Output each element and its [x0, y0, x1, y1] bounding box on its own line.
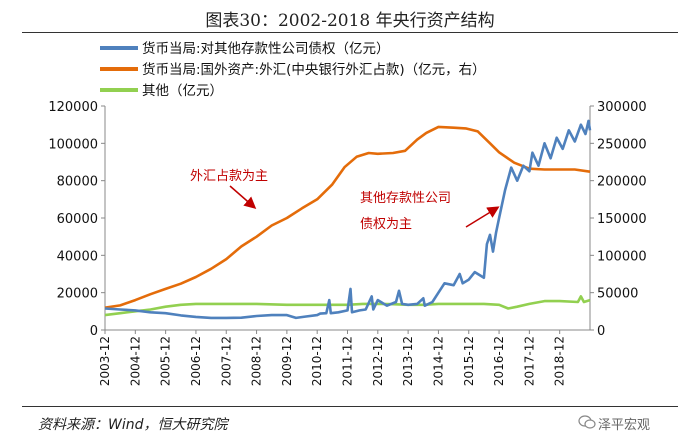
annotation-claims-line1: 其他存款性公司: [360, 191, 451, 206]
x-tick-label: 2014-12: [431, 336, 445, 386]
right-tick-label: 150000: [597, 212, 647, 227]
legend: 货币当局:对其他存款性公司债权（亿元） 货币当局:国外资产:外汇(中央银行外汇占…: [100, 40, 486, 99]
left-tick-label: 120000: [48, 100, 98, 115]
title-rule: [22, 32, 678, 33]
x-tick-label: 2016-12: [492, 336, 506, 386]
x-tick-label: 2003-12: [98, 336, 112, 386]
x-tick-label: 2013-12: [401, 336, 415, 386]
x-tick-label: 2004-12: [128, 336, 142, 386]
footer-rule: [22, 406, 678, 407]
wechat-icon: [578, 415, 596, 429]
left-tick-label: 40000: [57, 249, 98, 264]
x-tick-label: 2005-12: [159, 336, 173, 386]
chart-title: 图表30：2002-2018 年央行资产结构: [205, 11, 495, 31]
x-tick-label: 2017-12: [522, 336, 536, 386]
series-line-1: [104, 125, 591, 309]
x-tick-label: 2012-12: [371, 336, 385, 386]
legend-label-other-deposit-claims: 货币当局:对其他存款性公司债权（亿元）: [142, 40, 390, 57]
x-tick-label: 2011-12: [341, 336, 355, 386]
x-tick-label: 2018-12: [553, 336, 567, 386]
left-axis-ticks: 0 20000 40000 60000 80000 100000 120000: [48, 100, 105, 339]
annotation-fx: 外汇占款为主: [190, 169, 268, 184]
x-tick-label: 2006-12: [189, 336, 203, 386]
brand-label: 泽平宏观: [598, 418, 651, 433]
legend-label-other: 其他（亿元）: [142, 83, 223, 99]
legend-label-fx-reserves: 货币当局:国外资产:外汇(中央银行外汇占款)（亿元，右）: [142, 61, 486, 78]
x-tick-label: 2008-12: [250, 336, 264, 386]
series-line-0: [104, 119, 592, 320]
x-axis-ticks: 2003-12 2004-12 2005-12 2006-12 2007-12 2008-…: [98, 330, 567, 386]
left-tick-label: 0: [90, 324, 98, 339]
x-tick-label: 2007-12: [219, 336, 233, 386]
series-layer: [104, 119, 592, 320]
right-tick-label: 250000: [597, 137, 647, 152]
right-tick-label: 50000: [597, 287, 638, 302]
left-tick-label: 60000: [57, 212, 98, 227]
annotation-fx-arrow: [229, 185, 257, 209]
right-tick-label: 300000: [597, 100, 647, 115]
right-axis-ticks: 0 50000 100000 150000 200000 250000 300000: [590, 100, 647, 339]
source-note: 资料来源：Wind，恒大研究院: [38, 417, 228, 433]
annotation-claims-arrow: [465, 206, 500, 228]
chart-canvas: 货币当局:对其他存款性公司债权（亿元） 货币当局:国外资产:外汇(中央银行外汇占…: [48, 40, 647, 386]
x-tick-label: 2010-12: [310, 336, 324, 386]
left-tick-label: 20000: [57, 287, 98, 302]
right-tick-label: 200000: [597, 175, 647, 190]
left-tick-label: 80000: [57, 175, 98, 190]
x-tick-label: 2015-12: [462, 336, 476, 386]
left-tick-label: 100000: [48, 137, 98, 152]
x-tick-label: 2009-12: [280, 336, 294, 386]
right-tick-label: 100000: [597, 249, 647, 264]
right-tick-label: 0: [597, 324, 605, 339]
annotation-claims-line2: 债权为主: [360, 216, 412, 232]
